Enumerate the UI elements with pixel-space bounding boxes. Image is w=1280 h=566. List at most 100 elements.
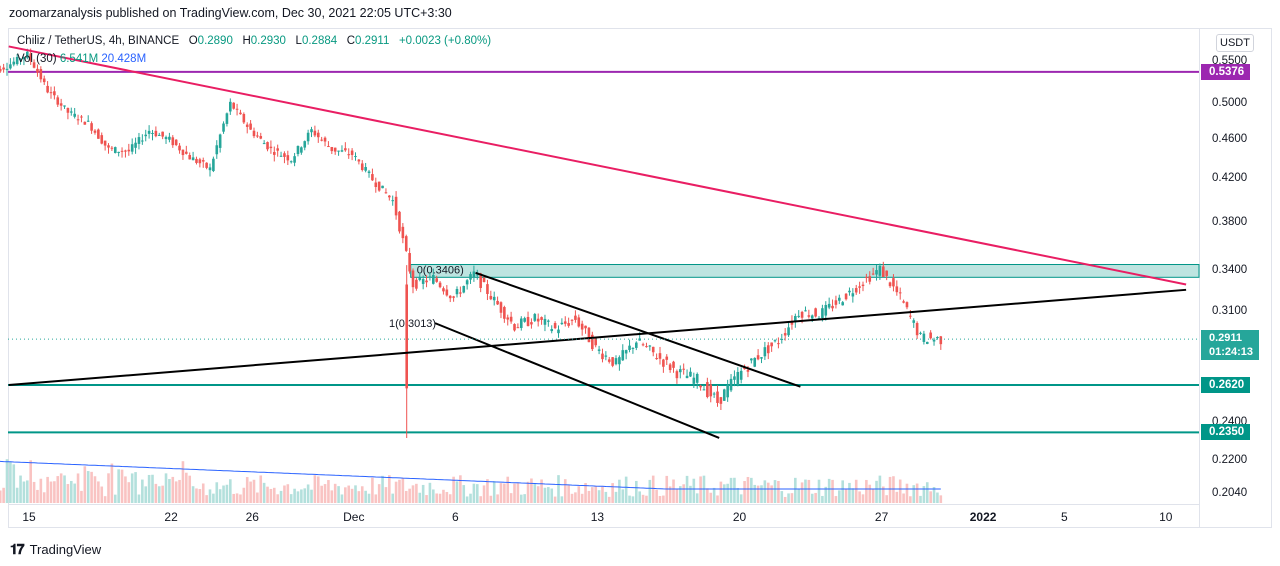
volume-bar [394, 481, 398, 503]
chart-frame [8, 28, 1272, 528]
volume-label[interactable]: Vol (30) [17, 53, 57, 65]
candle-body [682, 368, 685, 370]
candle-body [235, 108, 239, 110]
candle-body [513, 324, 516, 331]
candle-body [892, 278, 895, 287]
volume-bar [641, 494, 645, 503]
volume-bar [651, 475, 655, 503]
candle-body [668, 364, 672, 371]
volume-bar [154, 483, 158, 503]
volume-bar [668, 486, 672, 503]
volume-bar [831, 479, 834, 503]
candle-body [858, 286, 861, 288]
candle-body [438, 282, 442, 288]
volume-bar [746, 476, 750, 503]
volume-bar [465, 496, 469, 503]
volume-bar [915, 483, 919, 503]
candle-body [841, 302, 844, 306]
volume-bar [262, 482, 266, 503]
volume-bar [597, 490, 601, 503]
candle-body [851, 293, 855, 297]
publisher-line: zoomarzanalysis published on TradingView… [9, 6, 452, 20]
candle-body [49, 92, 53, 94]
candle-body [296, 145, 300, 155]
volume-bar [80, 490, 83, 503]
volume-bar [36, 489, 39, 503]
currency-badge[interactable]: USDT [1216, 34, 1254, 52]
volume-bar [178, 479, 181, 503]
candle-body [286, 155, 290, 161]
candle-body [550, 329, 554, 332]
volume-bar [459, 475, 462, 503]
volume-bar [766, 482, 770, 503]
candle-body [212, 158, 215, 172]
volume-bar [15, 487, 19, 503]
volume-bar [577, 486, 581, 503]
price-tick-label: 0.2200 [1212, 454, 1248, 467]
volume-bar [709, 492, 713, 503]
candle-body [675, 371, 679, 379]
volume-legend[interactable]: Vol (30) 6.541M 20.428M [17, 53, 146, 65]
volume-bar [391, 493, 395, 503]
volume-bar [506, 476, 510, 503]
symbol-name[interactable]: Chiliz / TetherUS, 4h, BINANCE [17, 35, 180, 47]
volume-bar [415, 483, 418, 503]
time-tick-label: 27 [874, 510, 889, 524]
candle-body [63, 105, 66, 107]
candle-body [577, 317, 581, 327]
candle-body [333, 147, 337, 152]
candle-body [584, 325, 587, 329]
candle-body [651, 346, 655, 353]
candle-body [181, 149, 185, 156]
price-label: 0.2350 [1201, 424, 1251, 441]
volume-bar [316, 476, 320, 503]
candle-body [83, 121, 87, 125]
volume-bar [39, 478, 43, 503]
candle-body [56, 97, 60, 105]
tradingview-logo-icon[interactable]: 𝟏𝟕 [10, 541, 25, 557]
candle-body [300, 147, 303, 153]
volume-bar [905, 483, 909, 503]
candle-body [638, 338, 641, 341]
volume-bar [289, 494, 293, 503]
candle-body [533, 314, 537, 321]
candle-body [621, 350, 625, 361]
candle-body [482, 277, 486, 283]
symbol-legend[interactable]: Chiliz / TetherUS, 4h, BINANCE O0.2890 H… [17, 35, 491, 47]
candle-body [645, 346, 648, 348]
volume-bar [212, 493, 215, 503]
volume-bar [750, 477, 753, 503]
trendline-channel-upper [475, 271, 801, 388]
footer-brand[interactable]: TradingView [29, 542, 102, 557]
volume-bar [794, 477, 797, 503]
volume-bar [245, 477, 249, 503]
volume-bar [5, 459, 9, 503]
candle-body [706, 382, 709, 398]
candle-body [838, 297, 841, 301]
volume-bar [618, 479, 621, 503]
volume-bar [675, 489, 679, 503]
volume-bar [692, 478, 696, 503]
candle-body [912, 320, 916, 323]
volume-bar [621, 489, 625, 503]
candle-body [59, 103, 63, 106]
volume-bar [716, 495, 719, 503]
volume-bar [567, 485, 570, 503]
candle-body [154, 130, 158, 137]
candle-body [46, 85, 49, 93]
volume-bar [438, 493, 442, 503]
volume-bar [560, 496, 564, 503]
volume-bar [689, 485, 692, 503]
volume-bar [635, 480, 638, 503]
candle-body [242, 114, 246, 123]
candle-body [401, 226, 405, 239]
candle-body [902, 301, 905, 303]
candle-body [225, 113, 229, 124]
candle-body [587, 327, 591, 343]
footer[interactable]: 𝟏𝟕 TradingView [10, 541, 101, 558]
candle-body [2, 67, 5, 70]
volume-bar [824, 486, 828, 503]
volume-bar [888, 476, 892, 503]
volume-bar [161, 485, 164, 503]
